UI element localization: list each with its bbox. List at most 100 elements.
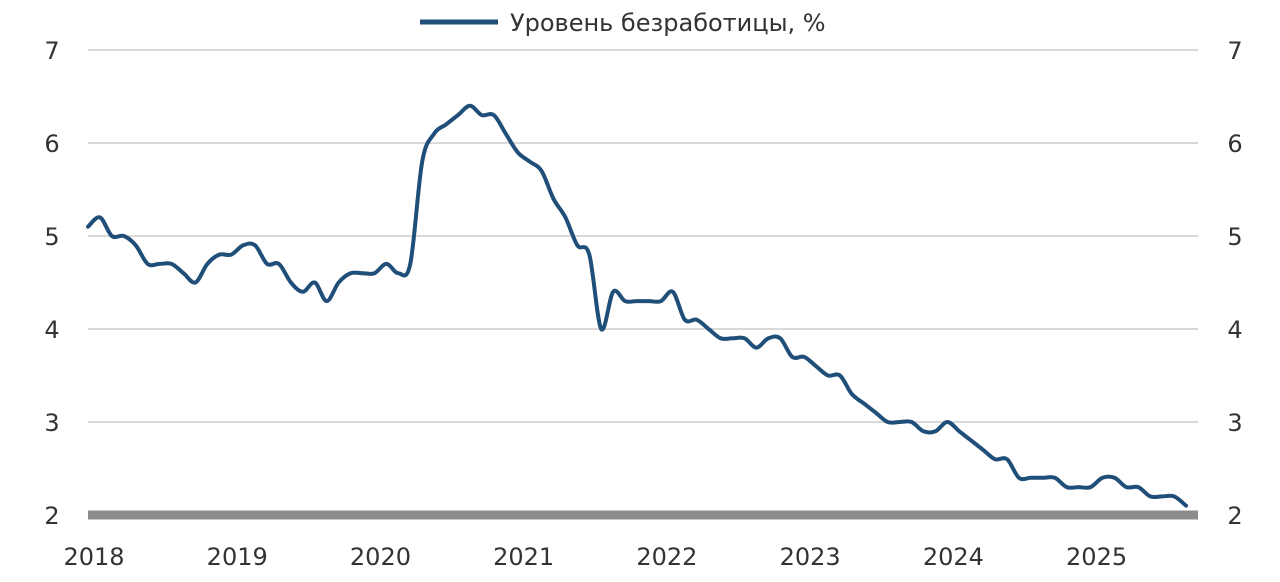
data-point (802, 355, 806, 359)
data-point (659, 299, 663, 303)
data-point (754, 346, 758, 350)
x-tick-2019: 2019 (207, 543, 268, 571)
data-point (1160, 494, 1164, 498)
data-point (707, 327, 711, 331)
data-point (420, 160, 424, 164)
data-point (933, 429, 937, 433)
data-point (265, 262, 269, 266)
data-point (516, 150, 520, 154)
legend: Уровень безработицы, % (420, 9, 826, 37)
data-point (1029, 476, 1033, 480)
data-point (253, 243, 257, 247)
data-point (1136, 485, 1140, 489)
data-point (766, 336, 770, 340)
y-tick-right-6: 6 (1227, 130, 1242, 158)
y-tick-right-3: 3 (1227, 409, 1242, 437)
data-point (158, 262, 162, 266)
data-point (170, 262, 174, 266)
data-point (1124, 485, 1128, 489)
data-point (277, 262, 281, 266)
data-point (778, 336, 782, 340)
data-point (695, 318, 699, 322)
data-point (587, 253, 591, 257)
data-point (444, 122, 448, 126)
data-point (349, 271, 353, 275)
data-point (456, 113, 460, 117)
data-point (1065, 485, 1069, 489)
data-point (719, 336, 723, 340)
y-tick-left-7: 7 (44, 37, 59, 65)
data-point (384, 262, 388, 266)
data-point (432, 132, 436, 136)
data-point (325, 299, 329, 303)
data-point (683, 318, 687, 322)
data-points-layer (86, 104, 1188, 508)
y-axis-left-labels: 2 3 4 5 6 7 (44, 37, 59, 530)
data-point (1112, 476, 1116, 480)
data-point (874, 411, 878, 415)
data-point (826, 374, 830, 378)
y-tick-left-6: 6 (44, 130, 59, 158)
y-tick-left-5: 5 (44, 223, 59, 251)
data-point (1172, 494, 1176, 498)
y-tick-right-4: 4 (1227, 316, 1242, 344)
data-point (1053, 476, 1057, 480)
data-point (181, 271, 185, 275)
data-point (910, 420, 914, 424)
y-tick-right-5: 5 (1227, 223, 1242, 251)
data-point (993, 457, 997, 461)
x-tick-2024: 2024 (923, 543, 984, 571)
data-point (193, 281, 197, 285)
data-point (361, 271, 365, 275)
y-tick-left-3: 3 (44, 409, 59, 437)
y-tick-left-2: 2 (44, 502, 59, 530)
x-tick-2025: 2025 (1066, 543, 1127, 571)
data-point (563, 215, 567, 219)
data-point (814, 364, 818, 368)
y-axis-right-labels: 2 3 4 5 6 7 (1227, 37, 1242, 530)
data-point (611, 290, 615, 294)
x-axis-labels: 2018 2019 2020 2021 2022 2023 2024 2025 (63, 543, 1127, 571)
data-point (575, 243, 579, 247)
data-point (671, 290, 675, 294)
data-point (110, 234, 114, 238)
data-point (969, 439, 973, 443)
data-point (408, 262, 412, 266)
data-point (742, 336, 746, 340)
data-point (790, 355, 794, 359)
data-point (862, 401, 866, 405)
x-tick-2022: 2022 (636, 543, 697, 571)
series-line-unemployment (86, 103, 1189, 508)
data-point (396, 271, 400, 275)
data-point (1089, 485, 1093, 489)
data-point (301, 290, 305, 294)
data-point (957, 429, 961, 433)
data-point (205, 262, 209, 266)
data-point (217, 253, 221, 257)
series-layer (86, 103, 1189, 508)
data-point (504, 132, 508, 136)
data-point (229, 253, 233, 257)
data-point (1017, 476, 1021, 480)
data-point (1005, 457, 1009, 461)
data-point (1101, 476, 1105, 480)
data-point (850, 392, 854, 396)
data-point (528, 160, 532, 164)
x-tick-2018: 2018 (63, 543, 124, 571)
y-tick-left-4: 4 (44, 316, 59, 344)
data-point (623, 299, 627, 303)
data-point (886, 420, 890, 424)
data-point (1184, 504, 1188, 508)
data-point (313, 281, 317, 285)
data-point (731, 336, 735, 340)
legend-label: Уровень безработицы, % (510, 9, 826, 37)
data-point (635, 299, 639, 303)
data-point (372, 271, 376, 275)
data-point (337, 281, 341, 285)
y-tick-right-2: 2 (1227, 502, 1242, 530)
data-point (241, 243, 245, 247)
data-point (599, 327, 603, 331)
x-tick-2023: 2023 (780, 543, 841, 571)
data-point (98, 215, 102, 219)
